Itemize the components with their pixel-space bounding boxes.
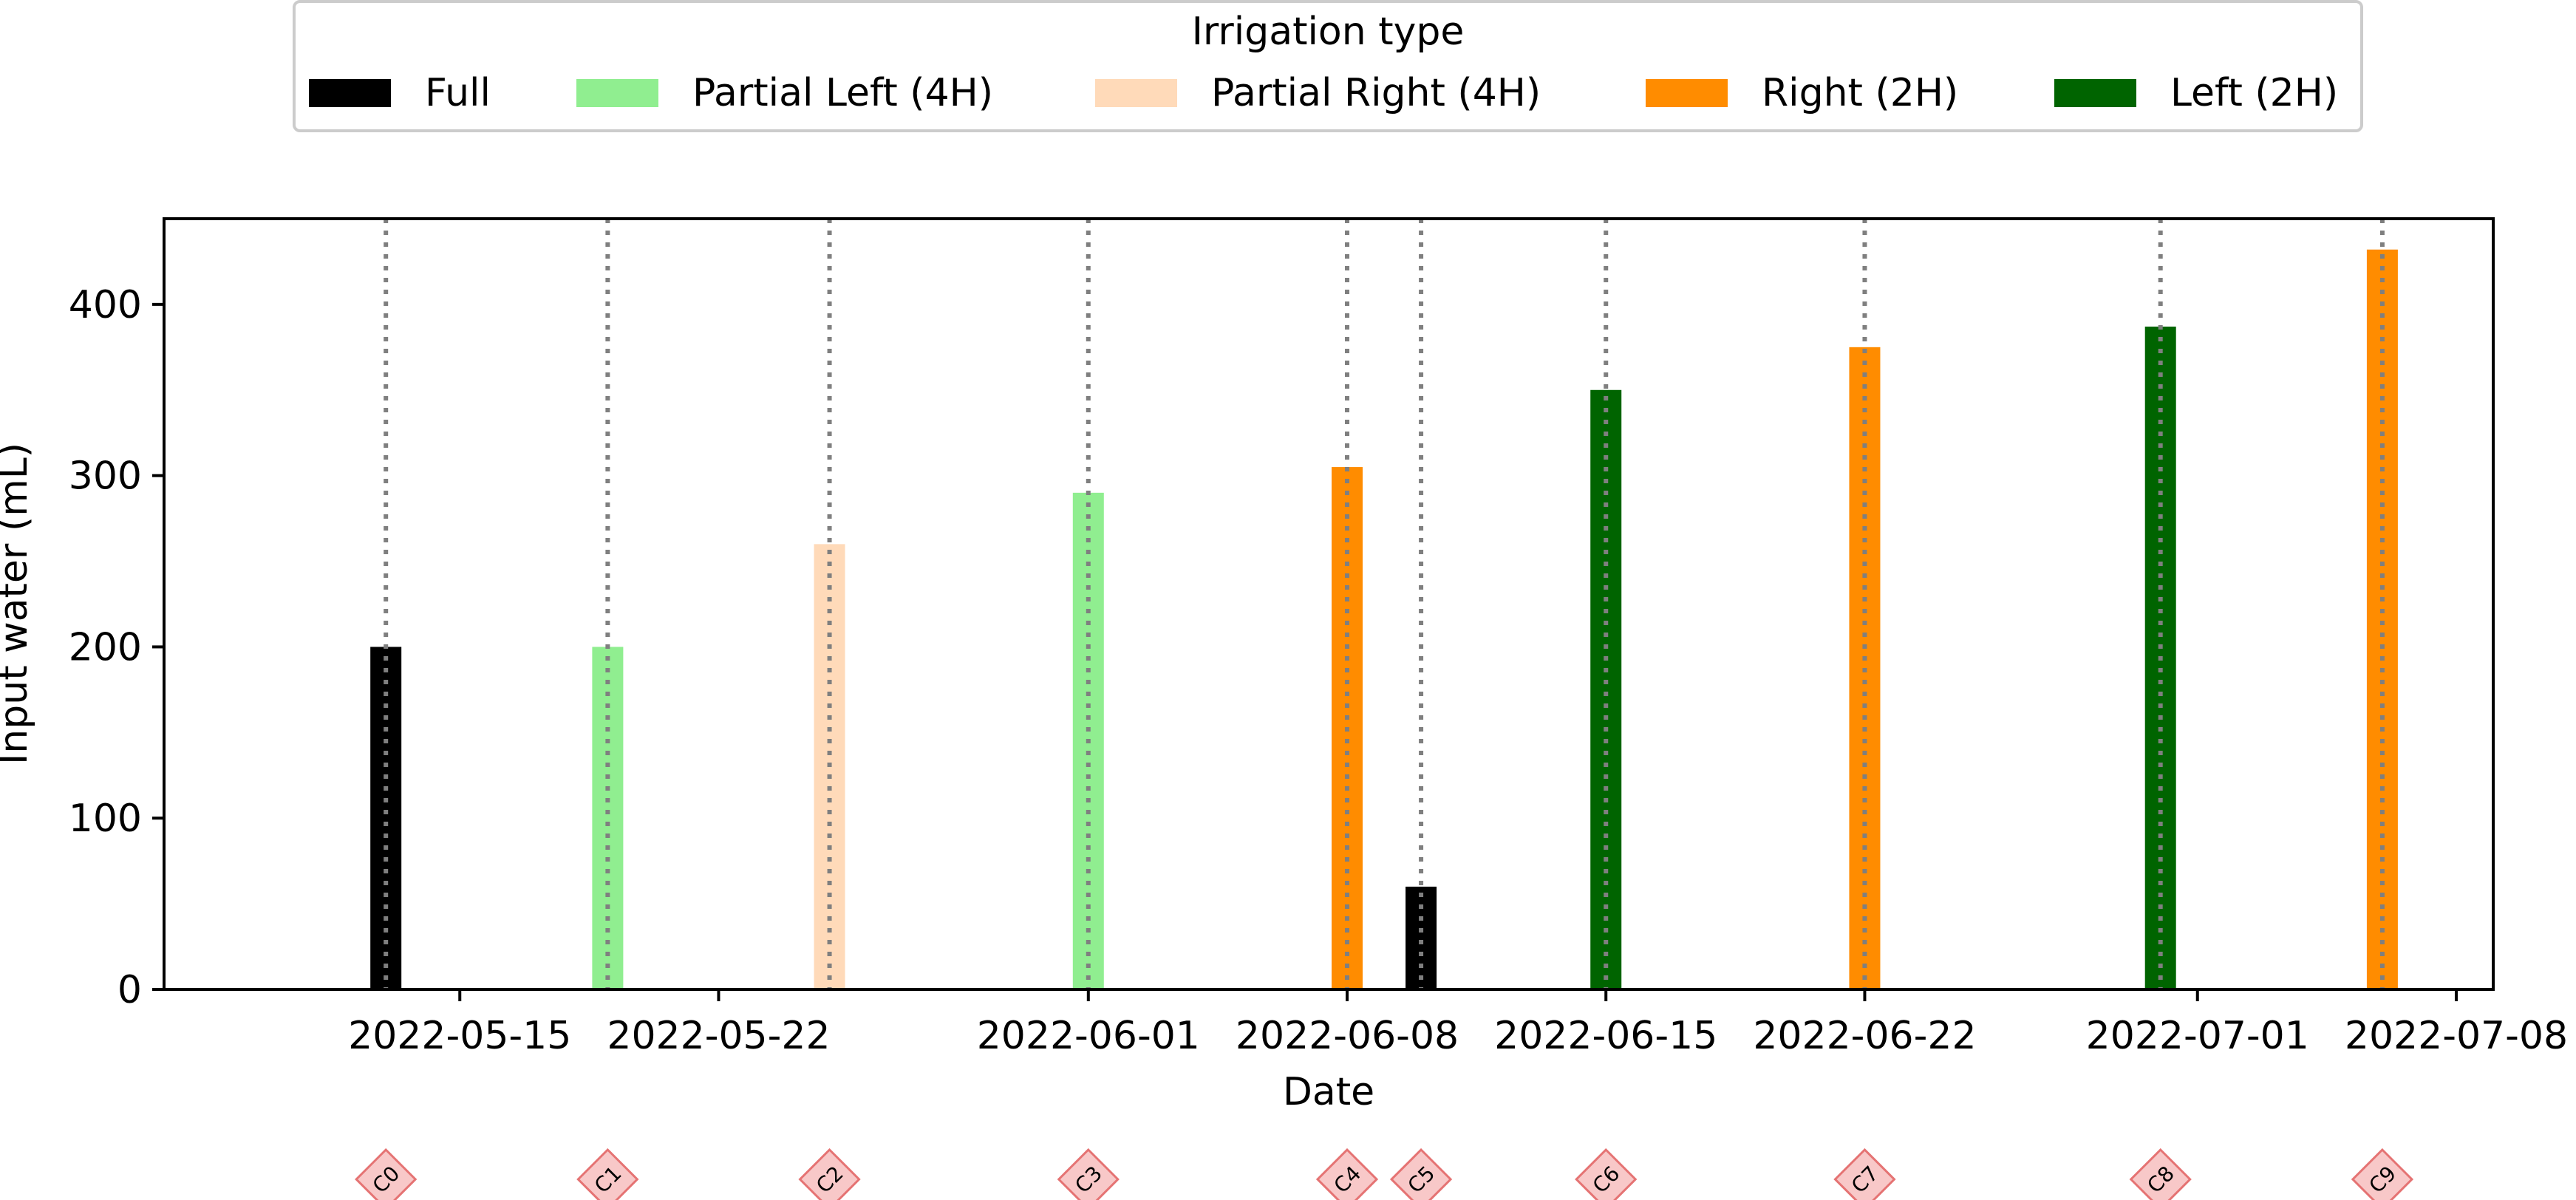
legend-label: Partial Left (4H) [692, 71, 993, 115]
x-tick-label: 2022-07-01 [2086, 1014, 2309, 1058]
legend: Irrigation type Full Partial Left (4H) Par… [293, 0, 2363, 132]
y-tick-label: 100 [69, 797, 142, 841]
legend-swatch [309, 79, 391, 107]
event-marker [2351, 1148, 2414, 1200]
event-marker [1833, 1148, 1896, 1200]
legend-label: Right (2H) [1762, 71, 1958, 115]
bar [370, 647, 402, 989]
bar [592, 647, 624, 989]
x-axis-ticks: 2022-05-15 2022-05-22 2022-06-01 2022-06-08… [348, 989, 2568, 1058]
bar [1405, 886, 1437, 989]
legend-frame [293, 0, 2363, 132]
legend-title: Irrigation type [1192, 10, 1465, 54]
event-marker [576, 1148, 639, 1200]
x-tick-label: 2022-05-15 [348, 1014, 571, 1058]
legend-label: Full [425, 71, 491, 115]
event-marker [355, 1148, 418, 1200]
bar [1590, 389, 1622, 989]
x-tick-label: 2022-07-08 [2345, 1014, 2568, 1058]
legend-swatch [2054, 79, 2136, 107]
bar [2366, 249, 2398, 990]
y-tick-label: 200 [69, 625, 142, 669]
x-tick-label: 2022-06-15 [1494, 1014, 1717, 1058]
y-axis-ticks: 0 100 200 300 400 [69, 283, 164, 1012]
x-tick-label: 2022-06-01 [977, 1014, 1200, 1058]
x-tick-label: 2022-05-22 [607, 1014, 830, 1058]
x-tick-label: 2022-06-08 [1236, 1014, 1459, 1058]
y-tick-label: 300 [69, 454, 142, 499]
event-marker [1575, 1148, 1638, 1200]
event-lines [384, 219, 2385, 989]
event-marker [2129, 1148, 2192, 1200]
legend-swatch [1646, 79, 1728, 107]
legend-label: Partial Right (4H) [1211, 71, 1541, 115]
event-marker [1389, 1148, 1453, 1200]
legend-label: Left (2H) [2170, 71, 2338, 115]
y-tick-label: 0 [117, 968, 142, 1012]
event-marker [1057, 1148, 1120, 1200]
axes-frame [163, 217, 2495, 991]
x-tick-label: 2022-06-22 [1753, 1014, 1976, 1058]
x-axis-label: Date [1283, 1070, 1374, 1114]
legend-swatch [576, 79, 658, 107]
legend-swatch [1095, 79, 1177, 107]
event-marker [1315, 1148, 1379, 1200]
event-marker [798, 1148, 861, 1200]
event-markers: C0 C1 C2 C3 C4 C5 C6 C7 C8 C9 [355, 1148, 2414, 1200]
legend-entries: Full Partial Left (4H) Partial Right (4H) R… [309, 71, 2338, 115]
y-axis-label: Input water (mL) [0, 443, 36, 765]
y-tick-label: 400 [69, 283, 142, 327]
